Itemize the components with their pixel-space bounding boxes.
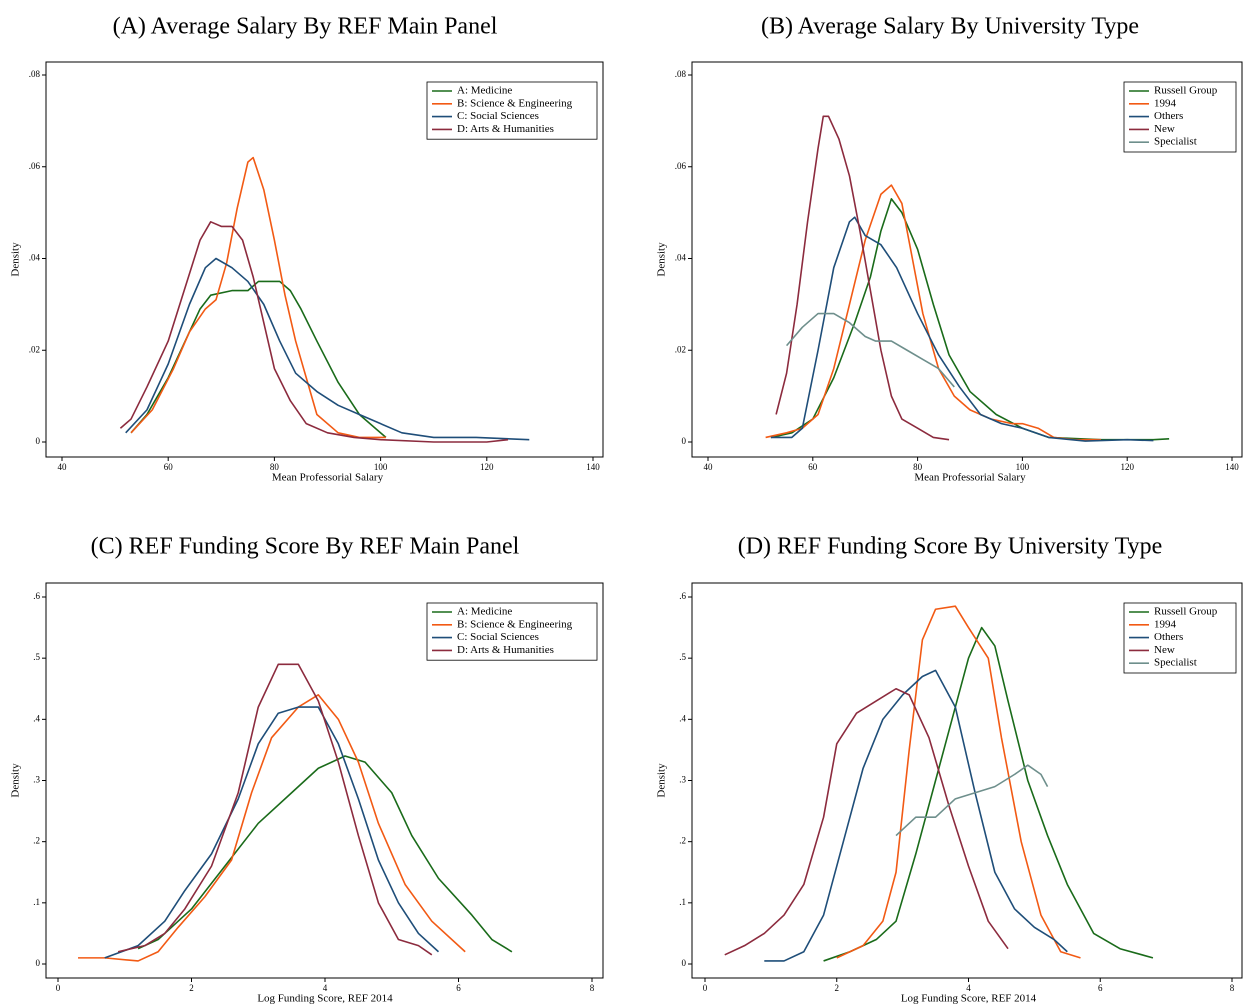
y-axis-label: Density bbox=[656, 242, 668, 277]
y-tick-label: .08 bbox=[675, 69, 687, 79]
legend-label: Others bbox=[1154, 110, 1183, 122]
x-tick-label: 6 bbox=[456, 983, 461, 993]
x-tick-label: 8 bbox=[590, 983, 595, 993]
x-tick-label: 4 bbox=[323, 983, 328, 993]
x-tick-label: 120 bbox=[1120, 462, 1134, 472]
x-tick-label: 80 bbox=[270, 462, 280, 472]
x-axis-label: Mean Professorial Salary bbox=[914, 472, 1026, 484]
y-tick-label: .06 bbox=[675, 161, 687, 171]
density-line bbox=[130, 156, 386, 439]
y-tick-label: .1 bbox=[33, 897, 40, 907]
density-line bbox=[765, 184, 1101, 441]
legend-label: Specialist bbox=[1154, 657, 1197, 669]
x-tick-label: 0 bbox=[56, 983, 61, 993]
legend-label: C: Social Sciences bbox=[457, 631, 539, 643]
x-tick-label: 8 bbox=[1230, 983, 1235, 993]
y-tick-label: .4 bbox=[33, 713, 40, 723]
y-tick-label: .3 bbox=[679, 775, 686, 785]
x-tick-label: 100 bbox=[1016, 462, 1030, 472]
legend-label: Russell Group bbox=[1154, 85, 1218, 97]
chart-title: (C) REF Funding Score By REF Main Panel bbox=[91, 534, 520, 560]
legend-label: C: Social Sciences bbox=[457, 110, 539, 122]
y-tick-label: .1 bbox=[679, 897, 686, 907]
legend-label: B: Science & Engineering bbox=[457, 618, 573, 630]
legend-label: New bbox=[1154, 644, 1175, 656]
x-tick-label: 100 bbox=[374, 462, 388, 472]
y-tick-label: .5 bbox=[33, 652, 40, 662]
legend-label: A: Medicine bbox=[457, 85, 512, 97]
density-line bbox=[137, 755, 513, 953]
plot-frame bbox=[691, 61, 1243, 458]
density-line bbox=[836, 605, 1081, 959]
chart-title: (A) Average Salary By REF Main Panel bbox=[113, 14, 498, 40]
y-tick-label: .6 bbox=[679, 591, 686, 601]
legend-label: New bbox=[1154, 123, 1175, 135]
density-line bbox=[764, 669, 1068, 962]
legend-label: Others bbox=[1154, 631, 1183, 643]
y-tick-label: 0 bbox=[682, 958, 687, 968]
density-line bbox=[823, 626, 1154, 962]
x-tick-label: 2 bbox=[835, 983, 840, 993]
x-tick-label: 4 bbox=[966, 983, 971, 993]
legend-label: 1994 bbox=[1154, 618, 1177, 630]
density-line bbox=[724, 687, 1009, 956]
density-line bbox=[770, 198, 1170, 441]
legend-label: Russell Group bbox=[1154, 606, 1218, 618]
y-axis-label: Density bbox=[10, 242, 22, 277]
y-tick-label: .02 bbox=[675, 344, 686, 354]
plot-frame bbox=[45, 61, 604, 458]
x-tick-label: 120 bbox=[480, 462, 494, 472]
chart-title: (B) Average Salary By University Type bbox=[761, 14, 1139, 40]
y-tick-label: 0 bbox=[682, 436, 687, 446]
density-line bbox=[770, 216, 1154, 442]
y-tick-label: .04 bbox=[675, 253, 687, 263]
x-tick-label: 60 bbox=[164, 462, 174, 472]
x-axis-label: Log Funding Score, REF 2014 bbox=[257, 993, 393, 1005]
x-tick-label: 140 bbox=[586, 462, 600, 472]
y-tick-label: .04 bbox=[29, 253, 41, 263]
x-tick-label: 140 bbox=[1225, 462, 1239, 472]
x-tick-label: 60 bbox=[808, 462, 818, 472]
chart-title: (D) REF Funding Score By University Type bbox=[738, 534, 1163, 560]
y-axis-label: Density bbox=[656, 763, 668, 798]
x-tick-label: 2 bbox=[189, 983, 194, 993]
x-tick-label: 80 bbox=[913, 462, 923, 472]
legend-label: D: Arts & Humanities bbox=[457, 123, 554, 135]
y-tick-label: .3 bbox=[33, 775, 40, 785]
legend-box bbox=[426, 81, 598, 140]
y-tick-label: 0 bbox=[36, 436, 41, 446]
y-tick-label: .02 bbox=[29, 344, 40, 354]
x-tick-label: 0 bbox=[703, 983, 708, 993]
x-tick-label: 6 bbox=[1098, 983, 1103, 993]
legend-label: B: Science & Engineering bbox=[457, 97, 573, 109]
density-line bbox=[119, 221, 509, 443]
y-tick-label: 0 bbox=[36, 958, 41, 968]
y-tick-label: .2 bbox=[33, 836, 40, 846]
y-tick-label: .4 bbox=[679, 713, 686, 723]
y-tick-label: .2 bbox=[679, 836, 686, 846]
density-line bbox=[117, 663, 433, 956]
y-tick-label: .06 bbox=[29, 161, 41, 171]
density-line bbox=[785, 312, 955, 388]
y-axis-label: Density bbox=[10, 763, 22, 798]
x-axis-label: Log Funding Score, REF 2014 bbox=[901, 993, 1037, 1005]
legend-box bbox=[426, 602, 598, 661]
legend-label: 1994 bbox=[1154, 97, 1177, 109]
y-tick-label: .5 bbox=[679, 652, 686, 662]
x-tick-label: 40 bbox=[58, 462, 68, 472]
x-tick-label: 40 bbox=[704, 462, 714, 472]
density-line bbox=[78, 694, 466, 962]
density-line bbox=[125, 257, 530, 441]
density-line bbox=[104, 706, 440, 959]
y-tick-label: .6 bbox=[33, 591, 40, 601]
density-line bbox=[775, 115, 950, 441]
legend-label: A: Medicine bbox=[457, 606, 512, 618]
legend-label: Specialist bbox=[1154, 136, 1197, 148]
y-tick-label: .08 bbox=[29, 69, 41, 79]
legend-label: D: Arts & Humanities bbox=[457, 644, 554, 656]
x-axis-label: Mean Professorial Salary bbox=[272, 472, 384, 484]
density-line bbox=[895, 764, 1049, 837]
